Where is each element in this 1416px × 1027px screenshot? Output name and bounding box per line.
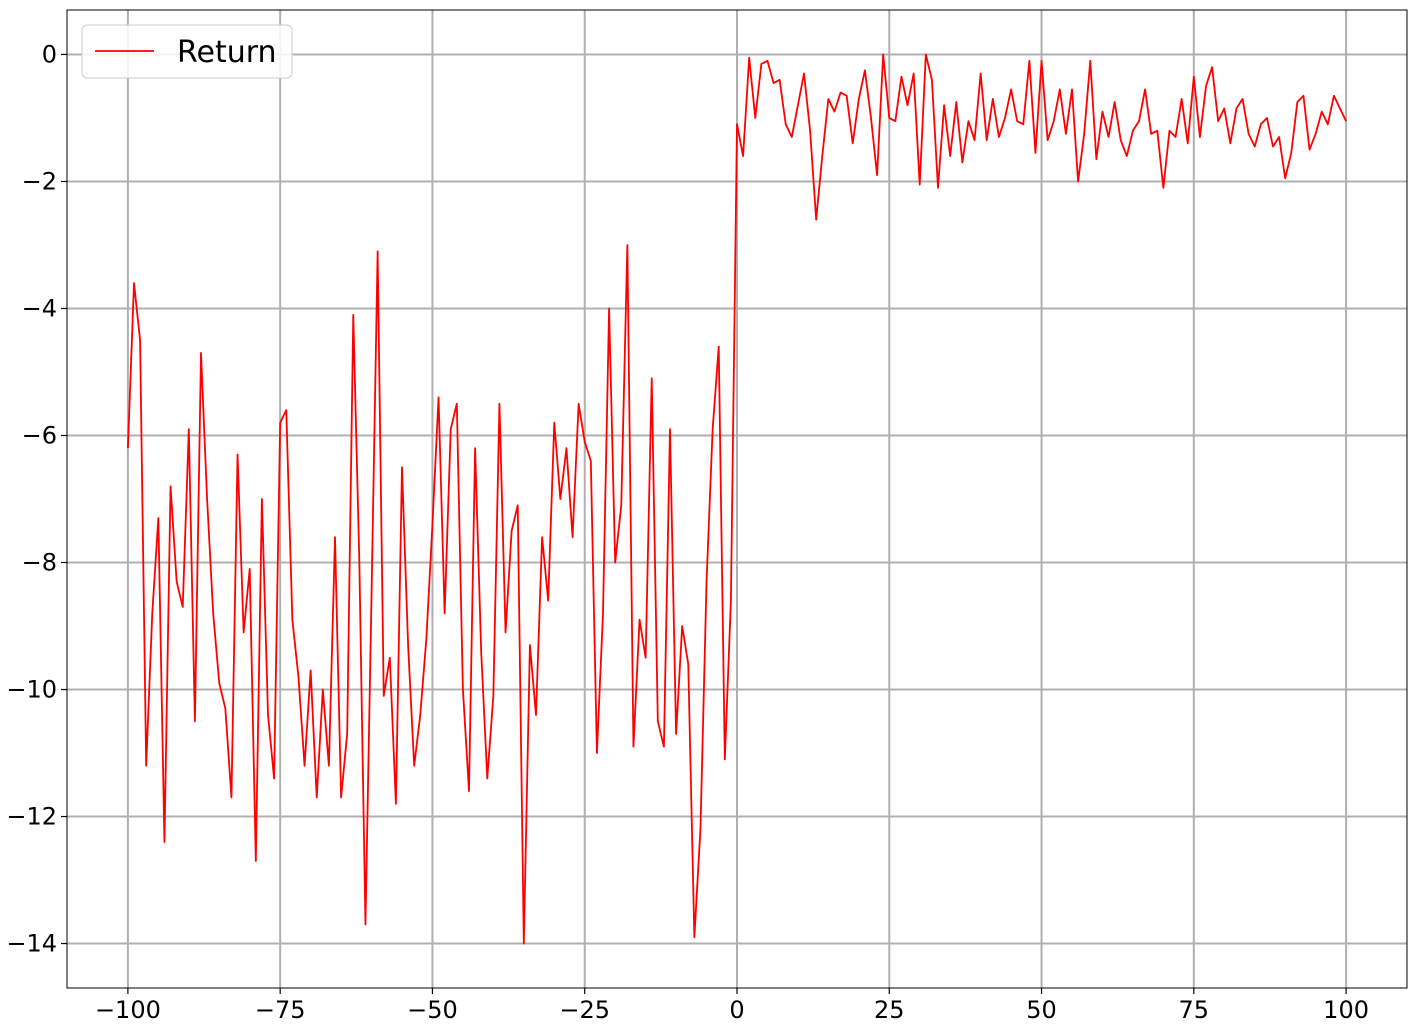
x-tick-label: 0: [729, 996, 744, 1024]
y-tick-label: −8: [22, 549, 57, 577]
x-axis: −100 −75 −50 −25 0 25 50 75 100: [95, 988, 1369, 1024]
x-tick-label: 25: [874, 996, 905, 1024]
x-tick-label: −100: [95, 996, 161, 1024]
legend-label-return: Return: [177, 35, 277, 70]
x-tick-label: 75: [1179, 996, 1210, 1024]
x-tick-label: 100: [1323, 996, 1369, 1024]
legend-box: [81, 24, 293, 79]
x-tick-label: 50: [1026, 996, 1057, 1024]
y-tick-label: −10: [6, 676, 57, 704]
y-axis: 0 −2 −4 −6 −8 −10 −12 −14: [6, 40, 67, 958]
legend[interactable]: Return: [81, 24, 293, 79]
y-tick-label: −6: [22, 421, 57, 449]
plot-area: [127, 53, 1347, 945]
x-tick-label: −25: [559, 996, 610, 1024]
y-tick-label: −12: [6, 803, 57, 831]
series-line-return: [127, 53, 1347, 945]
y-tick-label: −4: [22, 294, 57, 322]
y-tick-label: −2: [22, 167, 57, 195]
y-tick-label: −14: [6, 930, 57, 958]
x-tick-label: −50: [407, 996, 458, 1024]
grid-lines: [67, 10, 1407, 988]
y-tick-label: 0: [42, 40, 57, 68]
x-tick-label: −75: [255, 996, 306, 1024]
